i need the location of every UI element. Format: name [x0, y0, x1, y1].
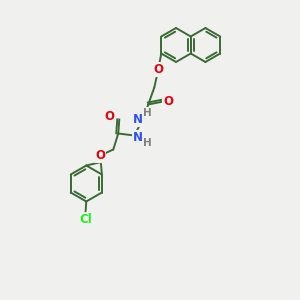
Text: O: O [95, 149, 105, 162]
Text: Cl: Cl [79, 213, 92, 226]
Text: O: O [104, 110, 114, 123]
Text: O: O [153, 63, 163, 76]
Text: N: N [133, 113, 143, 126]
Text: N: N [133, 131, 143, 144]
Text: O: O [163, 95, 173, 108]
Text: H: H [143, 139, 152, 148]
Text: H: H [143, 107, 152, 118]
